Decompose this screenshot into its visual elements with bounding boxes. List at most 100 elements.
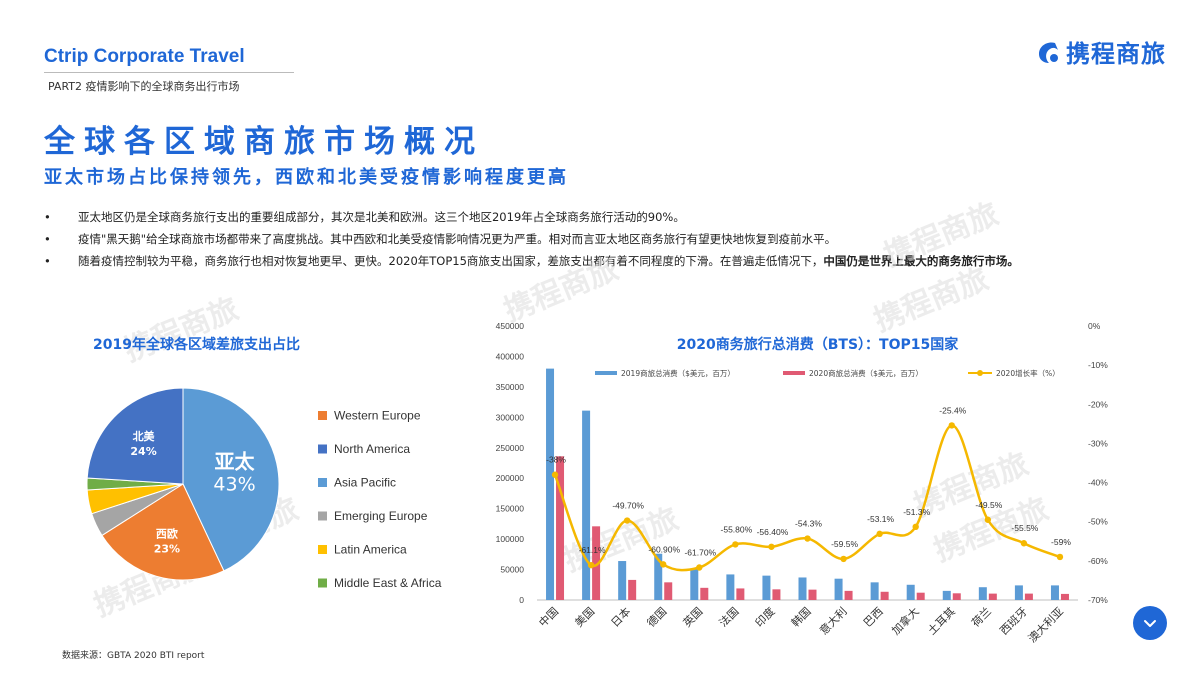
y-left-tick-label: 50000 [500, 565, 524, 575]
bullet-text-bold: 中国仍是世界上最大的商务旅行市场。 [823, 254, 1019, 268]
legend-swatch [318, 478, 327, 487]
growth-rate-label: -56.40% [757, 527, 789, 537]
bar-2020 [844, 590, 853, 600]
legend-swatch [318, 545, 327, 554]
y-left-tick-label: 450000 [496, 321, 525, 331]
x-tick-label: 韩国 [788, 604, 813, 629]
bar-2020 [988, 593, 997, 600]
bar-2019 [762, 575, 771, 600]
growth-rate-label: -54.3% [795, 519, 822, 529]
scroll-down-button[interactable] [1133, 606, 1167, 640]
growth-rate-label: -61.70% [684, 548, 716, 558]
growth-rate-point [912, 523, 919, 531]
growth-rate-label: -59% [1051, 537, 1071, 547]
growth-rate-point [876, 530, 883, 538]
y-left-tick-label: 100000 [496, 534, 525, 544]
page-subtitle: 亚太市场占比保持领先，西欧和北美受疫情影响程度更高 [44, 167, 569, 188]
watermark: 携程商旅 [119, 291, 244, 369]
growth-rate-line [553, 424, 1061, 572]
y-right-tick-label: 0% [1088, 321, 1101, 331]
growth-rate-label: -25.4% [939, 405, 966, 415]
x-tick-label: 土耳其 [925, 605, 958, 638]
legend-swatch [783, 371, 805, 375]
growth-rate-label: -61.1% [579, 545, 606, 555]
data-source: 数据来源：GBTA 2020 BTI report [62, 651, 205, 661]
bullet-text: 疫情"黑天鹅"给全球商旅市场都带来了高度挑战。其中西欧和北美受疫情影响情况更为严… [78, 232, 837, 246]
growth-rate-point [984, 516, 992, 523]
bar-2020 [664, 582, 673, 600]
bar-2020 [916, 592, 925, 600]
growth-rate-point [1020, 540, 1028, 547]
legend-swatch [318, 411, 327, 420]
chevron-down-icon [1144, 620, 1156, 627]
growth-rate-label: -51.3% [903, 507, 930, 517]
bullet-item: • 疫情"黑天鹅"给全球商旅市场都带来了高度挑战。其中西欧和北美受疫情影响情况更… [44, 228, 1154, 250]
bar-2019 [546, 368, 555, 600]
bar-2020 [808, 589, 817, 600]
bar-2019 [582, 410, 591, 600]
legend-label: Western Europe [334, 409, 421, 423]
bar-2020 [700, 587, 709, 600]
pie-slice [101, 483, 225, 581]
growth-rate-point [840, 555, 847, 563]
growth-rate-point [623, 517, 631, 524]
bar-2019 [906, 584, 915, 600]
bar-2019 [1050, 585, 1059, 600]
y-right-tick-label: -30% [1088, 438, 1108, 448]
logo-text: 携程商旅 [1066, 40, 1166, 68]
growth-rate-point [948, 422, 955, 429]
growth-rate-point [1056, 553, 1064, 561]
x-tick-label: 西班牙 [997, 605, 1030, 638]
x-tick-label: 日本 [608, 604, 633, 629]
x-tick-label: 巴西 [861, 605, 886, 630]
bullet-marker: • [44, 254, 51, 268]
legend-label: Emerging Europe [334, 509, 428, 523]
growth-rate-point [587, 561, 595, 569]
growth-rate-point [804, 535, 811, 542]
growth-rate-label: -49.70% [612, 501, 644, 511]
growth-rate-point [696, 564, 703, 571]
legend-label: Middle East & Africa [334, 576, 442, 590]
pie-slice-label: 北美 [133, 429, 156, 443]
bullet-marker: • [44, 210, 51, 224]
bullet-item: • 亚太地区仍是全球商务旅行支出的重要组成部分，其次是北美和欧洲。这三个地区20… [44, 206, 1154, 228]
legend-swatch [318, 511, 327, 521]
growth-rate-label: -53.1% [867, 514, 894, 524]
growth-rate-label: -60.90% [648, 544, 680, 554]
legend-label: 2019商旅总消费（$美元，百万） [621, 368, 735, 378]
bar-chart-title: 2020商务旅行总消费（BTS）：TOP15国家 [677, 336, 959, 353]
header-divider [44, 72, 294, 73]
bar-2020 [736, 588, 745, 600]
bar-2020 [556, 456, 565, 600]
growth-rate-point [732, 541, 739, 548]
pie-slice [86, 387, 184, 485]
pie-slice-label: 西欧 [156, 526, 178, 540]
pie-slice-value: 43% [213, 473, 255, 495]
bar-2019 [798, 577, 807, 600]
bar-2020 [952, 593, 961, 600]
bullet-list: • 亚太地区仍是全球商务旅行支出的重要组成部分，其次是北美和欧洲。这三个地区20… [44, 206, 1154, 272]
bar-2020 [628, 579, 637, 600]
y-left-tick-label: 0 [519, 595, 524, 605]
y-left-tick-label: 150000 [496, 504, 525, 514]
bar-line-chart: 0 50000 100000 150000 200000 250000 300000 3500… [496, 321, 1109, 645]
pie-slice [182, 387, 280, 572]
bullet-text: 随着疫情控制较为平稳，商务旅行也相对恢复地更早、更快。2020年TOP15商旅支… [78, 250, 1154, 272]
x-tick-label: 加拿大 [889, 604, 922, 637]
legend-swatch [318, 444, 327, 454]
growth-rate-label: -55.80% [721, 524, 753, 534]
x-tick-label: 印度 [752, 604, 777, 629]
logo-icon [1039, 42, 1058, 63]
bar-2020 [592, 526, 601, 600]
legend-label: Asia Pacific [334, 476, 396, 490]
y-right-tick-label: -70% [1088, 595, 1108, 605]
legend-label: Latin America [334, 543, 407, 557]
x-tick-label: 美国 [572, 605, 597, 630]
bar-2019 [942, 590, 951, 600]
pie-chart-title: 2019年全球各区域差旅支出占比 [93, 337, 300, 353]
y-right-tick-label: -20% [1088, 399, 1108, 409]
bullet-marker: • [44, 232, 51, 246]
ctrip-logo: 携程商旅 [1034, 34, 1166, 69]
growth-rate-point [551, 471, 559, 478]
